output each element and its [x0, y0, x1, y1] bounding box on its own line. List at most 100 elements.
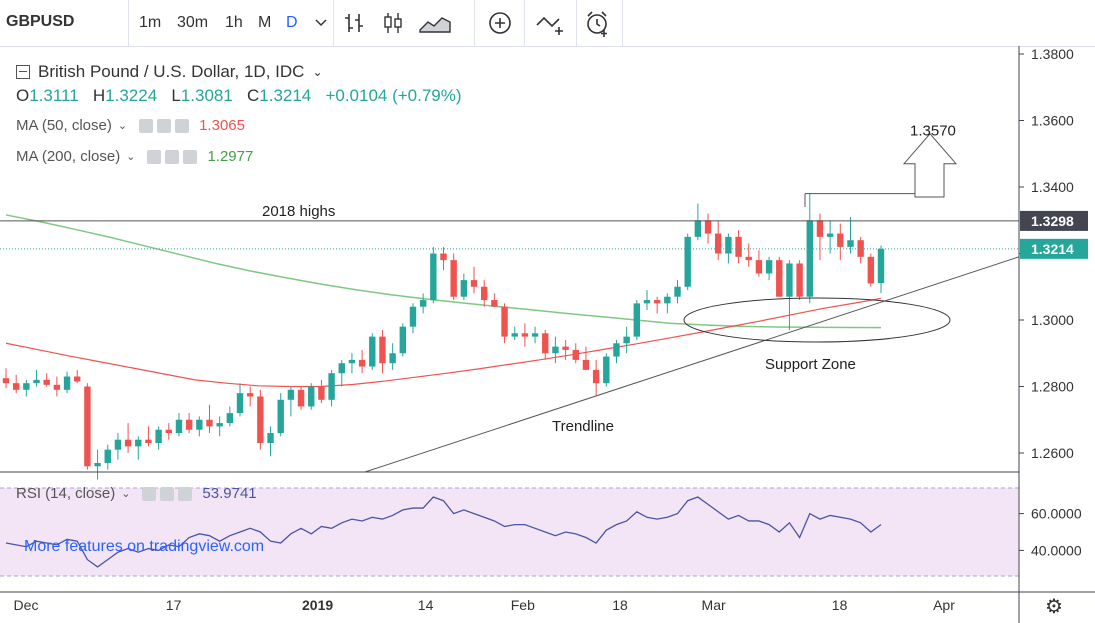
chevron-down-icon[interactable] [311, 12, 337, 38]
candle-body [460, 280, 468, 297]
interval-1m[interactable]: 1m [139, 14, 162, 31]
candle-body [145, 439, 152, 444]
watermark-link[interactable]: More features on tradingview.com [24, 538, 265, 555]
candle-body [786, 263, 793, 297]
current-price-label: 1.3214 [1031, 241, 1074, 257]
low-value: 1.3081 [180, 86, 233, 105]
candle-body [277, 399, 284, 434]
time-tick-label: 17 [166, 597, 182, 613]
candle-body [470, 280, 478, 287]
ma200-legend: MA (200, close) ⌄ 1.2977 [16, 148, 253, 165]
candle-body [114, 439, 122, 450]
candle-body [877, 248, 885, 284]
alert-icon[interactable] [584, 10, 610, 37]
toolbar-divider [128, 0, 129, 46]
add-indicator-icon[interactable] [487, 10, 513, 36]
candle-body [755, 260, 763, 274]
current-price-label-bg [1020, 238, 1088, 259]
chevron-down-icon[interactable]: ⌄ [117, 120, 128, 132]
low-label: L [171, 86, 181, 105]
interval-month[interactable]: M [258, 14, 272, 31]
bar-style-icon[interactable] [342, 10, 368, 36]
candlestick-series [2, 193, 885, 480]
interval-day[interactable]: D [286, 14, 298, 31]
candle-body [857, 240, 864, 257]
chart-legend: British Pound / U.S. Dollar, 1D, IDC ⌄ [16, 62, 323, 82]
rsi-tick-label: 60.0000 [1031, 506, 1082, 522]
annotation-labels: 2018 highs 1.3570 Support Zone Trendline [262, 122, 956, 435]
candle-body [358, 359, 366, 367]
candle-body [715, 233, 722, 254]
candle-body [440, 253, 447, 261]
candle-body [185, 419, 193, 430]
close-icon[interactable] [175, 118, 190, 133]
chevron-down-icon[interactable]: ⌄ [126, 151, 136, 163]
gear-icon[interactable] [165, 149, 180, 164]
eye-icon[interactable] [142, 486, 157, 501]
settings-gear-icon[interactable]: ⚙ [1045, 596, 1063, 618]
trendline [364, 256, 1020, 473]
candle-body [236, 393, 244, 414]
toolbar-divider [524, 0, 525, 46]
candle-body [379, 336, 386, 364]
area-style-icon[interactable] [418, 10, 452, 36]
eye-icon[interactable] [139, 118, 154, 133]
candle-body [348, 359, 356, 364]
ma200-value: 1.2977 [207, 148, 254, 165]
candle-body [480, 286, 488, 301]
candle-body [725, 236, 732, 254]
candle-body [491, 300, 498, 307]
legend-title: British Pound / U.S. Dollar, 1D, IDC [38, 62, 305, 81]
gear-icon[interactable] [157, 118, 172, 133]
candle-body [297, 389, 305, 407]
compare-icon[interactable] [535, 10, 569, 36]
candle-body [765, 260, 773, 274]
candle-body [552, 346, 559, 354]
candle-body [267, 433, 274, 444]
time-axis: Dec 17 2019 14 Feb 18 Mar 18 Apr [14, 597, 956, 613]
candle-body [257, 396, 264, 444]
ma200-label: MA (200, close) [16, 148, 121, 165]
candle-body [664, 296, 671, 304]
highs-price-label: 1.3298 [1031, 213, 1074, 229]
candle-body [399, 326, 407, 354]
close-icon[interactable] [178, 486, 193, 501]
candle-body [84, 386, 91, 467]
candle-body [674, 286, 681, 297]
candle-body [745, 256, 752, 261]
change-value: +0.0104 (+0.79%) [325, 86, 462, 105]
toolbar-divider [576, 0, 577, 46]
candle-body [94, 462, 101, 467]
rsi-tick-label: 40.0000 [1031, 542, 1082, 558]
time-tick-label: Feb [511, 597, 535, 613]
price-tick-label: 1.3000 [1031, 312, 1074, 328]
chevron-down-icon[interactable]: ⌄ [312, 65, 323, 79]
eye-icon[interactable] [147, 149, 162, 164]
candle-body [806, 220, 813, 297]
candle-body [124, 439, 132, 447]
candle-body [308, 386, 315, 407]
close-value: 1.3214 [259, 86, 312, 105]
rsi-band-background [0, 488, 1019, 576]
rsi-line [5, 496, 882, 568]
ma50-legend: MA (50, close) ⌄ 1.3065 [16, 117, 245, 134]
interval-30m[interactable]: 30m [177, 14, 209, 31]
high-label: H [92, 86, 106, 105]
candle-body [562, 346, 569, 350]
gear-icon[interactable] [160, 486, 175, 501]
time-tick-label: Mar [702, 597, 726, 613]
price-tick-label: 1.2600 [1031, 445, 1074, 461]
symbol-name[interactable]: GBPUSD [6, 13, 75, 30]
interval-1h[interactable]: 1h [225, 14, 243, 31]
candle-body [501, 306, 508, 337]
candle-body [694, 220, 702, 237]
collapse-icon[interactable] [16, 65, 30, 79]
close-icon[interactable] [183, 149, 198, 164]
candle-body [867, 256, 875, 284]
open-label: O [16, 86, 30, 105]
candle-body [430, 253, 437, 301]
chevron-down-icon[interactable]: ⌄ [121, 488, 131, 500]
candle-style-icon[interactable] [380, 10, 406, 36]
candle-body [246, 393, 254, 397]
